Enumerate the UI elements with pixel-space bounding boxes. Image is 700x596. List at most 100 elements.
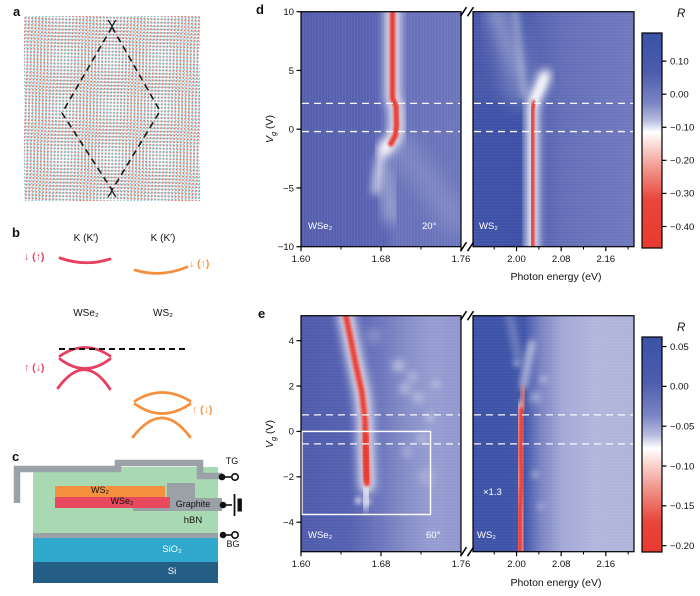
axis-break-mark — [466, 310, 475, 321]
bottom-gate-graphite-layer — [33, 533, 218, 538]
bg-terminal — [231, 531, 240, 540]
tg-label: TG — [225, 456, 239, 466]
colorbar-tick-label: −0.10 — [670, 461, 694, 472]
colorbar-tick-label: −0.05 — [670, 421, 694, 432]
axis-break-mark — [459, 241, 468, 252]
colorbar-tick-label: −0.40 — [670, 222, 694, 233]
x-tick-label: 1.68 — [372, 254, 391, 265]
valley-label-wse2: K (K′) — [73, 233, 99, 244]
x-tick-label: 2.16 — [596, 254, 615, 265]
tg-terminal — [231, 472, 240, 481]
top-gate-layer — [13, 459, 222, 503]
e-ylabel-sub: g — [269, 436, 279, 442]
ws2-valence-top — [133, 391, 192, 403]
colorbar-tick-label: −0.15 — [670, 501, 694, 512]
ws2-lower-band — [131, 416, 192, 439]
panel-c-label: c — [12, 449, 20, 464]
d-angle-label: 20° — [422, 221, 437, 232]
x-tick-label: 1.76 — [452, 559, 471, 570]
si-layer — [33, 562, 218, 583]
e-wse2-label: WSe₂ — [308, 530, 333, 541]
x-tick-label: 1.76 — [452, 254, 471, 265]
ws2-valence-split — [133, 402, 192, 415]
axis-break-mark — [466, 546, 475, 557]
band-diagram — [56, 256, 192, 439]
heatmap-e-0 — [301, 315, 461, 552]
panel-border — [472, 11, 635, 248]
e-colorbar-title: R — [677, 322, 686, 334]
d-y-axis-label: Vg (V) — [264, 115, 278, 143]
panel-b-label: b — [12, 225, 20, 240]
d-colorbar-title: R — [677, 8, 686, 20]
ws2-bands — [131, 265, 192, 439]
device-graphite-label: Graphite — [175, 499, 211, 509]
y-tick-label: −5 — [283, 183, 294, 194]
d-x-axis-label: Photon energy (eV) — [510, 271, 602, 283]
wse2-bands — [56, 256, 112, 391]
d-wse2-label: WSe₂ — [308, 221, 333, 232]
axis-break-mark — [466, 241, 475, 252]
spin-arrow-mid-left: ↑ (↓) — [24, 362, 45, 374]
panel-d-label: d — [256, 2, 264, 17]
e-ylabel-v: V — [263, 441, 276, 449]
wse2-lower-band — [56, 368, 112, 391]
y-tick-label: 5 — [289, 66, 294, 77]
colorbar-tick-label: −0.10 — [670, 123, 694, 134]
colorbar-tick-label: 0.00 — [670, 382, 689, 393]
device-si-label: Si — [167, 566, 177, 577]
panel-a-label: a — [13, 4, 21, 19]
top-vertex-mark — [107, 19, 117, 28]
device-sio2-label: SiO₂ — [162, 544, 182, 555]
wse2-valley-curve — [58, 256, 112, 265]
heatmap-d-1 — [473, 11, 634, 247]
e-x-axis-label: Photon energy (eV) — [510, 577, 602, 589]
bg-label: BG — [226, 539, 240, 549]
wse2-valence-split — [58, 357, 112, 370]
zoom-region-outline — [301, 430, 432, 516]
x-tick-label: 2.08 — [552, 254, 571, 265]
moire-lattice-image — [24, 16, 200, 201]
spin-arrow-mid-right: ↑ (↓) — [192, 404, 213, 416]
y-tick-label: 2 — [289, 381, 294, 392]
ws2-valley-curve — [133, 265, 189, 275]
colorbar-tick-label: 0.05 — [670, 342, 689, 353]
x-tick-label: 2.00 — [507, 559, 526, 570]
d-ws2-label: WS₂ — [479, 221, 498, 232]
bottom-vertex-mark — [107, 189, 117, 198]
x-tick-label: 2.00 — [507, 254, 526, 265]
d-ylabel-sub: g — [269, 131, 279, 137]
y-tick-label: 0 — [289, 125, 294, 136]
panel-e-label: e — [258, 306, 266, 321]
x-tick-label: 1.68 — [372, 559, 391, 570]
axis-break-mark — [466, 6, 475, 17]
material-label-wse2: WSe₂ — [73, 308, 99, 319]
device-schematic — [13, 459, 242, 583]
y-tick-label: −2 — [283, 472, 294, 483]
wse2-valence-top — [58, 346, 112, 358]
sio2-layer — [33, 538, 218, 562]
spin-arrow-top-left: ↓ (↑) — [24, 251, 45, 263]
y-tick-label: 10 — [283, 7, 294, 18]
graphite-pad — [167, 483, 195, 498]
colorbar-tick-label: −0.30 — [670, 189, 694, 200]
x-tick-label: 1.60 — [292, 254, 311, 265]
axis-break-mark — [459, 310, 468, 321]
device-hbn-label: hBN — [183, 515, 203, 526]
x-tick-label: 2.16 — [596, 559, 615, 570]
colorbar-tick-label: −0.20 — [670, 541, 694, 552]
y-tick-label: 4 — [289, 336, 295, 347]
colorbar-tick-label: 0.10 — [670, 56, 689, 67]
x-tick-label: 2.08 — [552, 559, 571, 570]
y-tick-label: −10 — [278, 242, 294, 253]
colorbar-e — [641, 336, 663, 553]
d-ylabel-unit: (V) — [263, 114, 276, 132]
axis-break-mark — [459, 546, 468, 557]
colorbar-tick-label: 0.00 — [670, 89, 689, 100]
e-y-axis-label: Vg (V) — [264, 420, 278, 448]
lattice-teal-layer — [24, 16, 200, 201]
ws2-layer — [55, 486, 165, 497]
e-angle-label: 60° — [426, 530, 441, 541]
e-ylabel-unit: (V) — [263, 419, 276, 437]
